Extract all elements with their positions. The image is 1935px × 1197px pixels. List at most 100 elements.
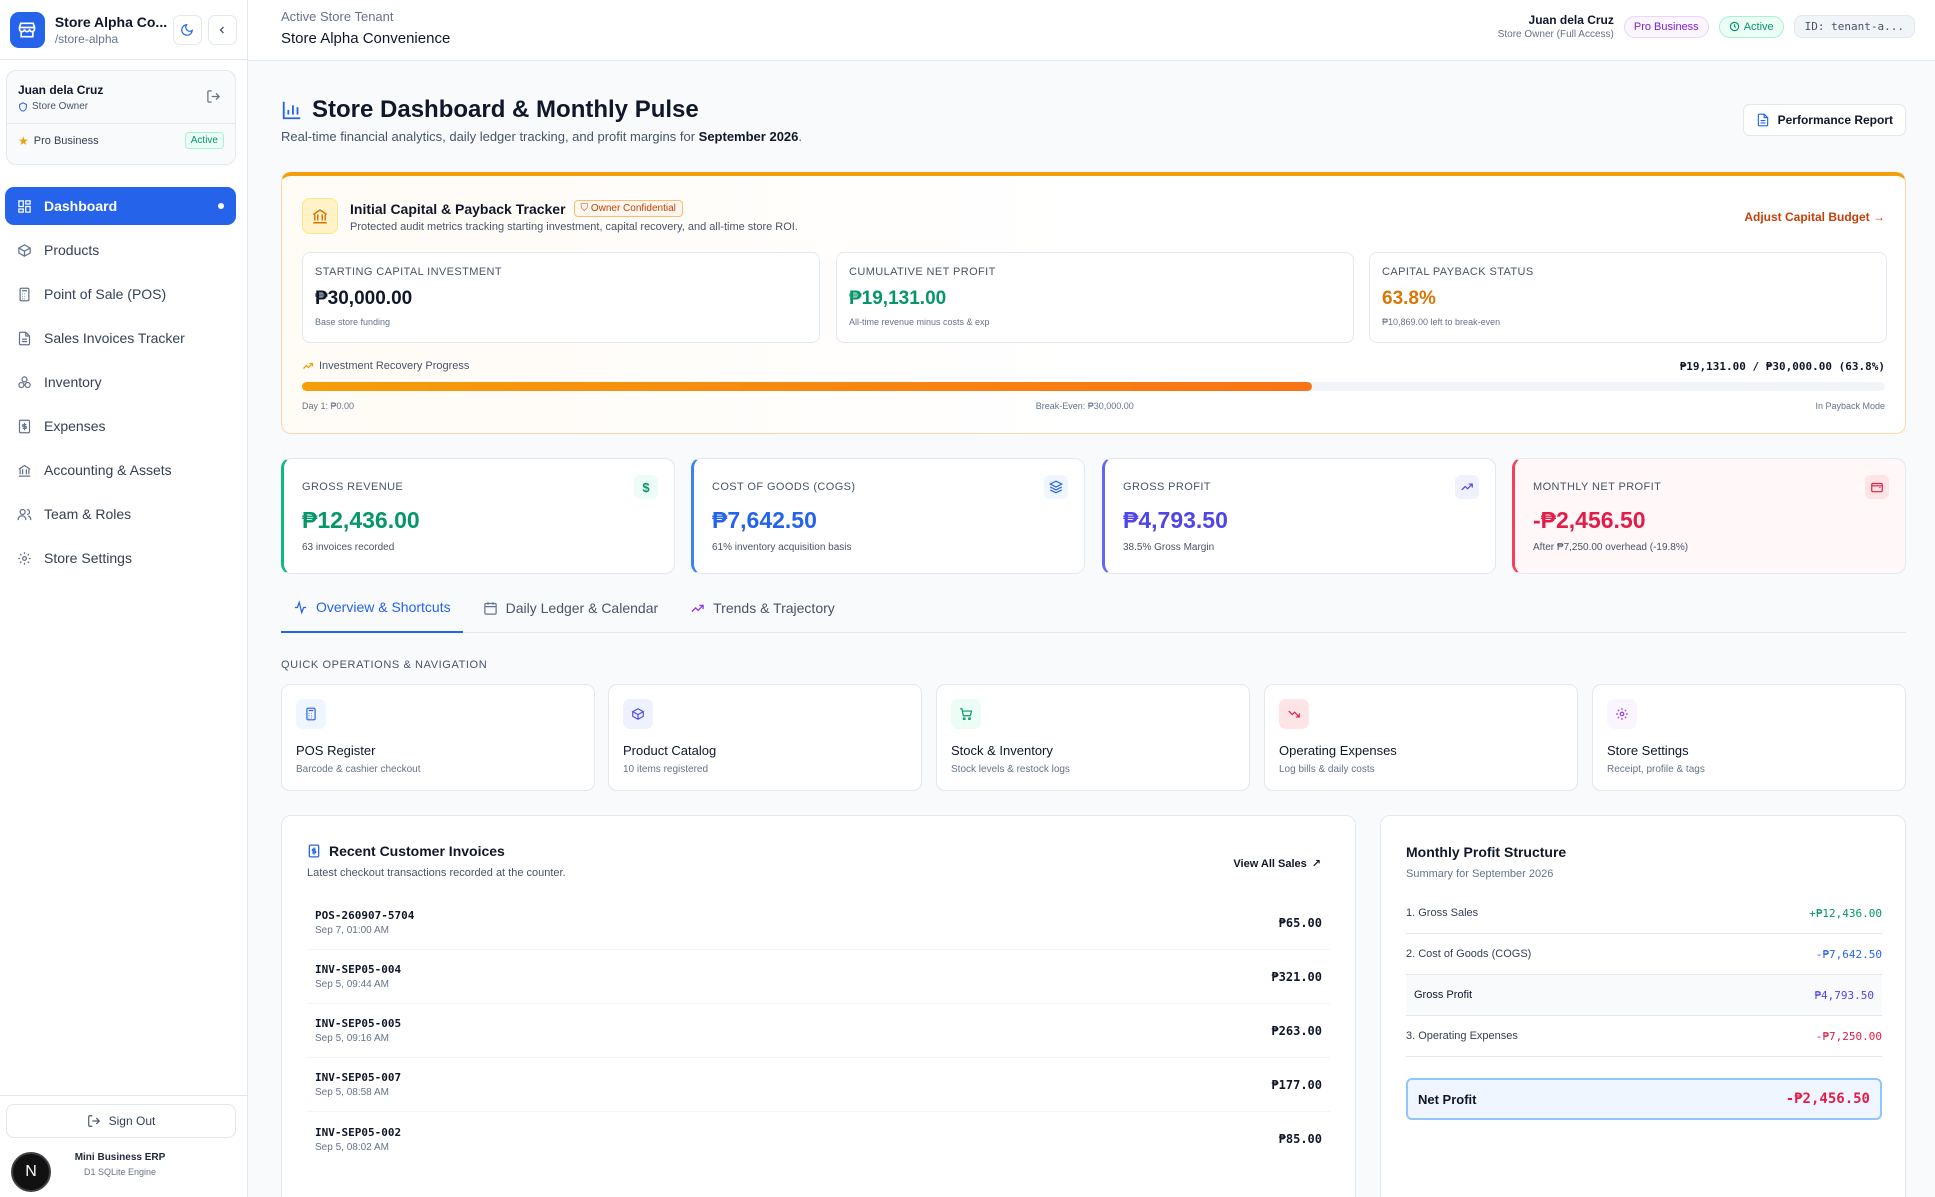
row-value: +₱12,436.00 xyxy=(1809,906,1882,920)
invoice-row[interactable]: INV-SEP05-005 Sep 5, 09:16 AM ₱263.00 xyxy=(307,1004,1330,1058)
sidebar-item-inventory[interactable]: Inventory xyxy=(5,363,236,401)
sidebar-item-label: Products xyxy=(44,242,100,258)
logout-icon xyxy=(87,1115,100,1127)
layers-icon xyxy=(1044,475,1068,499)
quick-op-operating-expenses[interactable]: Operating Expenses Log bills & daily cos… xyxy=(1264,684,1578,791)
sidebar-item-sales-invoices[interactable]: Sales Invoices Tracker xyxy=(5,319,236,357)
sidebar-item-team[interactable]: Team & Roles xyxy=(5,495,236,533)
profit-row-cogs: 2. Cost of Goods (COGS) -₱7,642.50 xyxy=(1406,934,1882,975)
quick-op-product-catalog[interactable]: Product Catalog 10 items registered xyxy=(608,684,922,791)
performance-report-button[interactable]: Performance Report xyxy=(1742,104,1906,136)
kpi-gross-revenue: GROSS REVENUE ₱12,436.00 63 invoices rec… xyxy=(281,458,675,574)
quick-op-pos-register[interactable]: POS Register Barcode & cashier checkout xyxy=(281,684,595,791)
invoice-id: POS-260907-5704 xyxy=(315,909,415,922)
brand-slug: /store-alpha xyxy=(54,31,119,46)
box-icon xyxy=(623,699,653,729)
calculator-icon xyxy=(296,699,326,729)
capital-title: Initial Capital & Payback Tracker xyxy=(350,200,566,217)
payback-status-card: CAPITAL PAYBACK STATUS 63.8% ₱10,869.00 … xyxy=(1369,252,1887,343)
tick-start: Day 1: ₱0.00 xyxy=(302,401,355,411)
sidebar-item-products[interactable]: Products xyxy=(5,231,236,269)
theme-toggle-button[interactable] xyxy=(172,14,202,45)
sidebar-item-pos[interactable]: Point of Sale (POS) xyxy=(5,275,236,313)
net-profit-summary: Net Profit -₱2,456.50 xyxy=(1406,1078,1882,1120)
file-icon xyxy=(18,331,31,345)
invoice-row[interactable]: POS-260907-5704 Sep 7, 01:00 AM ₱65.00 xyxy=(307,896,1330,950)
status-badge: Active xyxy=(1718,15,1784,38)
gear-icon xyxy=(1607,699,1637,729)
tab-overview[interactable]: Overview & Shortcuts xyxy=(281,583,463,633)
kpi-gross-profit: GROSS PROFIT ₱4,793.50 38.5% Gross Margi… xyxy=(1102,458,1496,574)
sign-out-button[interactable]: Sign Out xyxy=(6,1104,236,1138)
invoice-date: Sep 5, 09:16 AM xyxy=(315,1033,389,1044)
profit-structure-panel: Monthly Profit Structure Summary for Sep… xyxy=(1380,815,1906,1197)
kpi-label: GROSS REVENUE xyxy=(302,481,404,493)
kpi-value: ₱7,642.50 xyxy=(712,507,817,533)
invoice-date: Sep 5, 09:44 AM xyxy=(315,979,389,990)
card-label: STARTING CAPITAL INVESTMENT xyxy=(315,266,503,278)
profit-structure-rows: 1. Gross Sales +₱12,436.00 2. Cost of Go… xyxy=(1406,893,1882,1057)
tab-daily-ledger[interactable]: Daily Ledger & Calendar xyxy=(471,583,671,633)
view-all-sales-link[interactable]: View All Sales ↗ xyxy=(1233,857,1321,871)
store-icon xyxy=(10,11,45,48)
receipt-icon xyxy=(18,419,31,433)
dashboard-tabs: Overview & Shortcuts Daily Ledger & Cale… xyxy=(281,583,1906,633)
row-label: Gross Profit xyxy=(1414,989,1473,1001)
page-title: Store Dashboard & Monthly Pulse xyxy=(281,96,699,124)
tab-trends[interactable]: Trends & Trajectory xyxy=(678,583,847,633)
quick-op-store-settings[interactable]: Store Settings Receipt, profile & tags xyxy=(1592,684,1906,791)
quick-op-title: Product Catalog xyxy=(623,743,717,758)
gear-icon xyxy=(18,551,31,565)
active-dot xyxy=(218,203,224,209)
footer-title: Mini Business ERP xyxy=(74,1152,166,1163)
invoice-row[interactable]: INV-SEP05-007 Sep 5, 08:58 AM ₱177.00 xyxy=(307,1058,1330,1112)
sidebar-item-label: Team & Roles xyxy=(44,506,132,522)
row-label: 2. Cost of Goods (COGS) xyxy=(1406,948,1532,960)
quick-ops-heading: QUICK OPERATIONS & NAVIGATION xyxy=(281,659,488,671)
sidebar-item-label: Sales Invoices Tracker xyxy=(44,330,185,346)
bank-icon xyxy=(18,464,31,477)
sidebar-item-dashboard[interactable]: Dashboard xyxy=(5,187,236,225)
user-name: Juan dela Cruz xyxy=(18,83,104,97)
collapse-sidebar-button[interactable] xyxy=(207,14,238,45)
progress-label: Investment Recovery Progress xyxy=(302,360,469,372)
top-bar: Active Store Tenant Store Alpha Convenie… xyxy=(248,0,1935,61)
invoice-date: Sep 5, 08:58 AM xyxy=(315,1087,389,1098)
profit-structure-title: Monthly Profit Structure xyxy=(1406,844,1567,860)
sidebar: Store Alpha Co... /store-alpha Juan dela… xyxy=(0,0,248,1197)
grid-icon xyxy=(18,199,31,213)
sidebar-item-label: Dashboard xyxy=(44,198,118,214)
sidebar-item-expenses[interactable]: Expenses xyxy=(5,407,236,445)
arrow-up-right-icon: ↗ xyxy=(1311,858,1321,870)
invoice-row[interactable]: INV-SEP05-004 Sep 5, 09:44 AM ₱321.00 xyxy=(307,950,1330,1004)
profit-structure-subtitle: Summary for September 2026 xyxy=(1406,868,1554,880)
invoice-date: Sep 7, 01:00 AM xyxy=(315,925,389,936)
topbar-user-role: Store Owner (Full Access) xyxy=(1497,29,1614,40)
progress-ticks: Day 1: ₱0.00 Break-Even: ₱30,000.00 In P… xyxy=(302,401,1885,411)
activity-icon xyxy=(294,599,307,615)
progress-fill xyxy=(302,382,1312,391)
sidebar-item-store-settings[interactable]: Store Settings xyxy=(5,539,236,577)
card-hint: All-time revenue minus costs & exp xyxy=(849,317,990,327)
bank-icon xyxy=(302,198,338,234)
row-label: 1. Gross Sales xyxy=(1406,907,1479,919)
card-hint: Base store funding xyxy=(315,317,391,327)
invoice-list: POS-260907-5704 Sep 7, 01:00 AM ₱65.00 IN… xyxy=(307,896,1330,1166)
quick-op-subtitle: Stock levels & restock logs xyxy=(951,764,1070,775)
invoice-id: INV-SEP05-002 xyxy=(315,1125,402,1139)
trending-up-icon xyxy=(1455,475,1479,499)
avatar[interactable]: N xyxy=(11,1152,51,1192)
quick-op-subtitle: Receipt, profile & tags xyxy=(1607,764,1705,775)
plan-name: Pro Business xyxy=(33,134,99,147)
quick-op-stock-inventory[interactable]: Stock & Inventory Stock levels & restock… xyxy=(936,684,1250,791)
card-value: ₱30,000.00 xyxy=(315,288,413,309)
shield-icon xyxy=(19,101,27,112)
dollar-icon: $ xyxy=(634,475,658,499)
tab-label: Trends & Trajectory xyxy=(713,600,835,616)
sidebar-item-accounting[interactable]: Accounting & Assets xyxy=(5,451,236,489)
kpi-hint: After ₱7,250.00 overhead (-19.8%) xyxy=(1533,542,1689,553)
adjust-capital-link[interactable]: Adjust Capital Budget → xyxy=(1744,210,1885,224)
logout-button[interactable] xyxy=(206,89,221,109)
tenant-id-badge[interactable]: ID: tenant-a... xyxy=(1793,15,1915,38)
invoice-row[interactable]: INV-SEP05-002 Sep 5, 08:02 AM ₱85.00 xyxy=(307,1112,1330,1166)
